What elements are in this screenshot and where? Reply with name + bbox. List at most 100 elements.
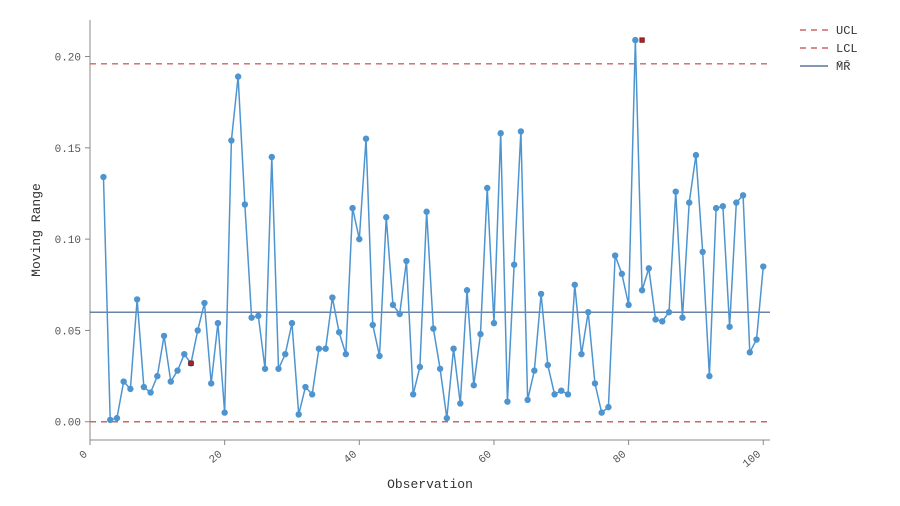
data-point <box>720 203 726 209</box>
data-point <box>477 331 483 337</box>
data-point <box>619 271 625 277</box>
x-tick-label: 20 <box>207 449 225 467</box>
data-point <box>733 199 739 205</box>
data-point <box>100 174 106 180</box>
data-point <box>572 282 578 288</box>
data-point <box>760 263 766 269</box>
data-point <box>195 327 201 333</box>
data-point <box>437 366 443 372</box>
data-point <box>558 387 564 393</box>
data-point <box>289 320 295 326</box>
data-line <box>103 40 763 420</box>
data-point <box>551 391 557 397</box>
legend-label: M̄R̄ <box>836 60 850 74</box>
data-point <box>646 265 652 271</box>
data-point <box>248 314 254 320</box>
data-point <box>706 373 712 379</box>
data-point <box>565 391 571 397</box>
data-point <box>168 378 174 384</box>
data-point <box>390 302 396 308</box>
data-point <box>134 296 140 302</box>
data-point <box>699 249 705 255</box>
data-point <box>484 185 490 191</box>
data-point <box>282 351 288 357</box>
x-tick-label: 100 <box>741 449 764 471</box>
data-point <box>518 128 524 134</box>
data-point <box>632 37 638 43</box>
data-point <box>316 345 322 351</box>
data-point <box>713 205 719 211</box>
data-point <box>659 318 665 324</box>
data-point <box>511 261 517 267</box>
data-point <box>269 154 275 160</box>
data-point <box>255 313 261 319</box>
data-point <box>201 300 207 306</box>
data-point <box>242 201 248 207</box>
data-point <box>504 398 510 404</box>
data-point <box>235 73 241 79</box>
data-point <box>578 351 584 357</box>
data-point <box>753 336 759 342</box>
data-point <box>147 389 153 395</box>
data-point <box>410 391 416 397</box>
data-point <box>302 384 308 390</box>
data-point <box>322 345 328 351</box>
data-point <box>349 205 355 211</box>
data-point <box>605 404 611 410</box>
data-point <box>673 188 679 194</box>
data-point <box>497 130 503 136</box>
y-tick-label: 0.05 <box>55 326 81 338</box>
chart-container: 0.000.050.100.150.20020406080100Moving R… <box>0 0 900 506</box>
data-point <box>417 364 423 370</box>
data-point <box>585 309 591 315</box>
y-tick-label: 0.10 <box>55 235 81 247</box>
data-point <box>141 384 147 390</box>
data-point <box>161 333 167 339</box>
data-point <box>376 353 382 359</box>
data-point <box>531 367 537 373</box>
data-point <box>343 351 349 357</box>
y-tick-label: 0.00 <box>55 418 81 430</box>
data-point <box>524 397 530 403</box>
data-point <box>329 294 335 300</box>
data-point <box>639 287 645 293</box>
data-point <box>383 214 389 220</box>
x-tick-label: 60 <box>477 449 495 467</box>
legend-label: LCL <box>836 42 858 56</box>
mr-control-chart: 0.000.050.100.150.20020406080100Moving R… <box>0 0 900 506</box>
data-point <box>464 287 470 293</box>
data-point <box>114 415 120 421</box>
data-point <box>174 367 180 373</box>
data-point <box>666 309 672 315</box>
data-point <box>679 314 685 320</box>
data-point <box>127 386 133 392</box>
data-point <box>423 209 429 215</box>
data-point <box>598 409 604 415</box>
data-point <box>275 366 281 372</box>
data-point <box>693 152 699 158</box>
data-point <box>309 391 315 397</box>
y-axis-label: Moving Range <box>29 183 44 277</box>
data-point <box>592 380 598 386</box>
data-point <box>363 135 369 141</box>
data-point <box>545 362 551 368</box>
legend-label: UCL <box>836 24 858 38</box>
data-point <box>107 417 113 423</box>
data-point <box>444 415 450 421</box>
data-point <box>457 400 463 406</box>
data-point <box>491 320 497 326</box>
data-point <box>370 322 376 328</box>
x-tick-label: 0 <box>78 449 91 462</box>
data-point <box>471 382 477 388</box>
data-point <box>215 320 221 326</box>
data-point <box>356 236 362 242</box>
data-point <box>120 378 126 384</box>
data-point <box>397 311 403 317</box>
x-tick-label: 40 <box>342 449 360 467</box>
data-point <box>403 258 409 264</box>
data-point <box>430 325 436 331</box>
data-point <box>686 199 692 205</box>
y-tick-label: 0.20 <box>55 53 81 65</box>
data-point <box>336 329 342 335</box>
data-point <box>740 192 746 198</box>
